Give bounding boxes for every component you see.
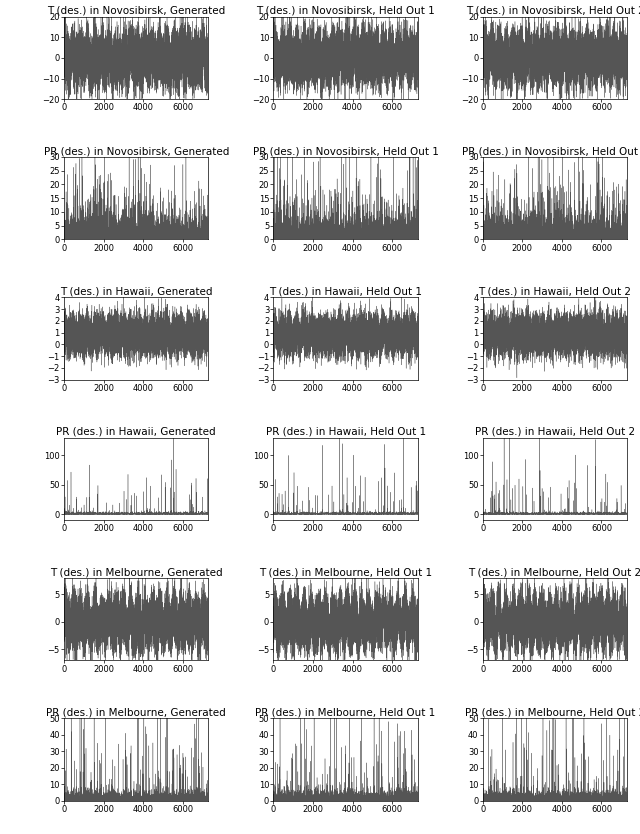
Title: T (des.) in Novosibirsk, Generated: T (des.) in Novosibirsk, Generated — [47, 6, 225, 16]
Title: T (des.) in Hawaii, Held Out 2: T (des.) in Hawaii, Held Out 2 — [479, 286, 632, 296]
Title: PR (des.) in Melbourne, Generated: PR (des.) in Melbourne, Generated — [46, 707, 226, 717]
Title: T (des.) in Melbourne, Generated: T (des.) in Melbourne, Generated — [50, 567, 223, 577]
Title: PR (des.) in Hawaii, Generated: PR (des.) in Hawaii, Generated — [56, 427, 216, 437]
Title: T (des.) in Hawaii, Generated: T (des.) in Hawaii, Generated — [60, 286, 212, 296]
Title: PR (des.) in Novosibirsk, Generated: PR (des.) in Novosibirsk, Generated — [44, 146, 229, 156]
Title: T (des.) in Melbourne, Held Out 2: T (des.) in Melbourne, Held Out 2 — [468, 567, 640, 577]
Title: PR (des.) in Novosibirsk, Held Out 1: PR (des.) in Novosibirsk, Held Out 1 — [253, 146, 438, 156]
Title: T (des.) in Hawaii, Held Out 1: T (des.) in Hawaii, Held Out 1 — [269, 286, 422, 296]
Title: T (des.) in Melbourne, Held Out 1: T (des.) in Melbourne, Held Out 1 — [259, 567, 432, 577]
Title: T (des.) in Novosibirsk, Held Out 1: T (des.) in Novosibirsk, Held Out 1 — [256, 6, 435, 16]
Title: PR (des.) in Novosibirsk, Held Out 2: PR (des.) in Novosibirsk, Held Out 2 — [462, 146, 640, 156]
Title: PR (des.) in Hawaii, Held Out 1: PR (des.) in Hawaii, Held Out 1 — [266, 427, 426, 437]
Title: T (des.) in Novosibirsk, Held Out 2: T (des.) in Novosibirsk, Held Out 2 — [466, 6, 640, 16]
Title: PR (des.) in Melbourne, Held Out 1: PR (des.) in Melbourne, Held Out 1 — [255, 707, 436, 717]
Title: PR (des.) in Hawaii, Held Out 2: PR (des.) in Hawaii, Held Out 2 — [475, 427, 635, 437]
Title: PR (des.) in Melbourne, Held Out 2: PR (des.) in Melbourne, Held Out 2 — [465, 707, 640, 717]
